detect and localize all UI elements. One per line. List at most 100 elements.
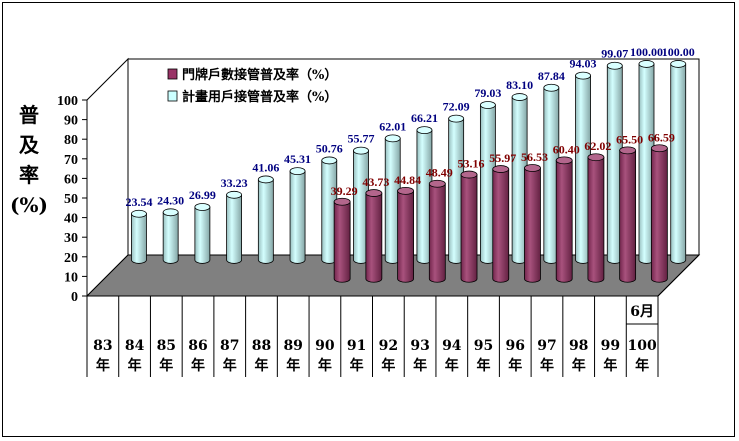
data-label-planned: 79.03 xyxy=(474,86,501,100)
floor-edge xyxy=(657,254,700,297)
bar-planned-5 xyxy=(289,167,306,264)
data-label-household: 43.73 xyxy=(362,175,389,189)
category-label: 84 xyxy=(125,338,145,354)
bar-household-9 xyxy=(397,186,414,283)
data-label-planned: 94.03 xyxy=(570,57,597,71)
data-label-planned: 23.54 xyxy=(125,195,152,209)
data-label-planned: 99.07 xyxy=(601,47,628,61)
category-label-unit: 年 xyxy=(286,357,300,374)
category-label-unit: 年 xyxy=(445,357,459,374)
legend-swatch xyxy=(167,90,178,102)
y-tick-label: 20 xyxy=(64,251,78,266)
y-tick-label: 50 xyxy=(64,192,78,207)
bar-planned-4 xyxy=(257,175,274,264)
category-label: 100 xyxy=(628,338,657,354)
data-label-planned: 87.84 xyxy=(538,69,565,83)
bar-household-16 xyxy=(619,146,637,283)
y-tick-label: 60 xyxy=(64,172,78,187)
category-label: 85 xyxy=(157,338,176,354)
category-label-unit: 年 xyxy=(572,357,586,374)
category-label: 95 xyxy=(474,338,493,354)
category-label-unit: 年 xyxy=(318,357,332,374)
data-label-planned: 62.01 xyxy=(379,119,406,133)
data-label-household: 56.53 xyxy=(521,150,548,164)
bar-household-10 xyxy=(428,179,446,283)
y-axis-title: (%) xyxy=(10,193,48,217)
data-label-household: 66.59 xyxy=(648,130,675,144)
data-label-planned: 24.30 xyxy=(157,193,184,207)
category-label-unit: 年 xyxy=(477,357,491,374)
bar-planned-16 xyxy=(638,60,655,264)
y-tick-label: 30 xyxy=(64,231,78,246)
data-label-planned: 45.31 xyxy=(284,152,311,166)
legend-swatch xyxy=(167,68,178,80)
bar-household-15 xyxy=(587,153,605,283)
y-tick-label: 10 xyxy=(64,270,78,285)
category-label-unit: 年 xyxy=(381,357,395,374)
bar-household-7 xyxy=(333,197,351,283)
bar-household-11 xyxy=(460,170,478,283)
bar-planned-7 xyxy=(353,146,369,264)
category-label-unit: 年 xyxy=(191,357,205,374)
data-label-household: 65.50 xyxy=(616,132,643,146)
category-label: 98 xyxy=(569,338,588,354)
category-label-unit: 年 xyxy=(635,357,649,374)
category-label-unit: 年 xyxy=(96,357,110,374)
bar-household-14 xyxy=(555,156,573,283)
category-label-unit: 年 xyxy=(128,357,142,374)
y-axis-title: 普 xyxy=(19,103,39,127)
bar-planned-3 xyxy=(226,190,243,264)
data-label-household: 39.29 xyxy=(331,184,358,198)
category-label: 87 xyxy=(220,338,239,354)
y-tick-label: 80 xyxy=(64,133,78,148)
category-label-unit: 年 xyxy=(603,357,617,374)
category-label: 90 xyxy=(315,338,335,354)
category-label: 83 xyxy=(93,338,112,354)
category-label: 89 xyxy=(283,338,302,354)
y-tick-label: 100 xyxy=(57,94,78,109)
category-label-unit: 年 xyxy=(350,357,364,374)
data-label-household: 53.16 xyxy=(458,157,485,171)
bar-planned-10 xyxy=(448,114,465,264)
bar-planned-2 xyxy=(194,203,211,264)
y-tick-label: 40 xyxy=(64,212,78,227)
y-axis-title: 率 xyxy=(19,163,39,187)
data-label-household: 62.02 xyxy=(584,139,611,153)
category-label: 94 xyxy=(442,338,462,354)
bar-planned-1 xyxy=(162,208,179,264)
data-label-household: 60.40 xyxy=(553,142,580,156)
category-label: 96 xyxy=(506,338,525,354)
data-label-planned: 72.09 xyxy=(443,100,470,114)
data-label-planned: 100.00 xyxy=(662,45,695,59)
bar-planned-17 xyxy=(670,60,687,264)
category-label-unit: 年 xyxy=(413,357,427,374)
category-label-unit: 年 xyxy=(508,357,522,374)
data-label-planned: 83.10 xyxy=(506,78,533,92)
category-label-unit: 年 xyxy=(254,357,268,374)
category-label: 92 xyxy=(379,338,398,354)
legend-label: 計畫用戶接管普及率（%） xyxy=(182,89,337,105)
bar-household-8 xyxy=(365,189,383,283)
data-label-planned: 100.00 xyxy=(630,45,663,59)
bar-planned-6 xyxy=(321,156,338,264)
y-tick-label: 70 xyxy=(64,153,78,168)
data-label-planned: 50.76 xyxy=(316,141,343,155)
category-label: 86 xyxy=(188,338,207,354)
category-label: 88 xyxy=(252,338,271,354)
category-label-unit: 年 xyxy=(223,357,237,374)
category-label: 91 xyxy=(347,338,366,354)
y-axis-title: 及 xyxy=(19,133,40,157)
data-label-household: 55.97 xyxy=(489,151,516,165)
category-label-unit: 年 xyxy=(159,357,173,374)
y-tick-label: 90 xyxy=(64,114,78,129)
bar-household-17 xyxy=(650,144,668,283)
category-label: 93 xyxy=(410,338,429,354)
legend-label: 門牌戶數接管普及率（%） xyxy=(182,67,337,83)
category-note: 6月 xyxy=(630,304,654,320)
category-label-unit: 年 xyxy=(540,357,554,374)
bar-planned-0 xyxy=(131,209,147,264)
data-label-planned: 55.77 xyxy=(347,132,374,146)
bar-household-12 xyxy=(492,165,510,283)
y-tick-label: 0 xyxy=(71,290,78,305)
